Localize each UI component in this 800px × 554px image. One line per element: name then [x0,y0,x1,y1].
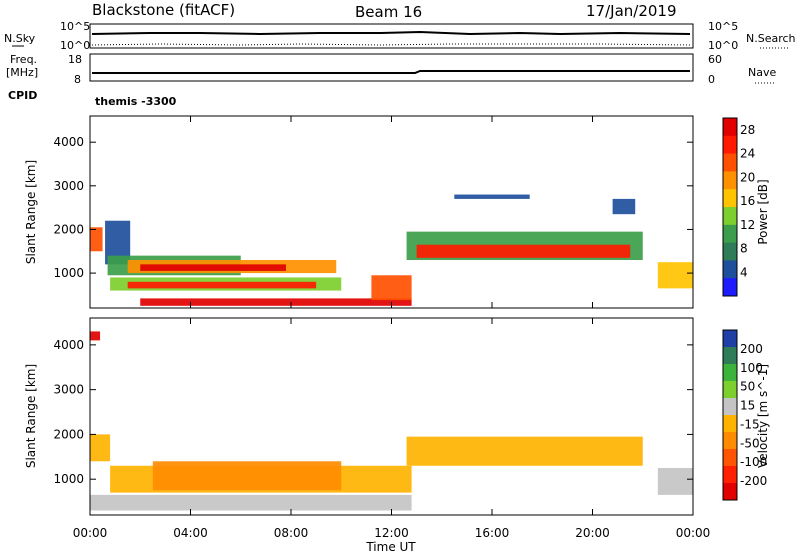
colorbar-swatch [723,364,737,382]
nave-tick-0: 0 [708,73,715,86]
colorbar-swatch [723,260,737,279]
cpid-left-label: CPID [8,89,37,102]
heatmap-cell [127,281,317,289]
x-tick-label: 12:00 [374,526,409,540]
power-ylabel: Slant Range [km] [24,160,38,264]
y-tick-label: 1000 [53,472,84,486]
noise-right-label: N.Search [746,32,796,45]
heatmap-cell [416,244,631,258]
heatmap-cell [657,467,693,495]
colorbar-swatch [723,466,737,484]
x-tick-label: 04:00 [173,526,208,540]
colorbar-tick-label: 8 [740,242,748,256]
colorbar-frame [722,117,738,297]
cpid-value: themis -3300 [95,95,177,108]
colorbar-swatch [723,189,737,208]
freq-panel-frame [89,53,694,82]
colorbar-frame [722,329,738,501]
y-tick-label: 2000 [53,222,84,236]
noise-sky-line [91,30,691,36]
colorbar-tick-label: 100 [740,361,763,375]
heatmap-cell [140,298,412,306]
colorbar-tick-label: 4 [740,265,748,279]
beam-title: Beam 16 [355,3,422,21]
colorbar-tick-label: 15 [740,399,755,413]
colorbar-swatch [723,278,737,297]
freq-tick-8: 8 [74,73,81,86]
heatmap-cell [657,262,693,289]
colorbar-swatch [723,432,737,450]
power-colorbar-label: Power [dB] [756,179,770,244]
noise-tick-top-right: 10^5 [708,20,738,33]
colorbar-swatch [723,398,737,416]
heatmap-cell [406,436,643,466]
colorbar-swatch [723,330,737,348]
x-tick-label: 16:00 [475,526,510,540]
nave-tick-60: 60 [708,53,722,66]
freq-line [92,70,690,74]
heatmap-cell [90,434,111,462]
date-title: 17/Jan/2019 [586,2,677,20]
station-title: Blackstone (fitACF) [92,1,235,19]
colorbar-tick-label: 20 [740,170,755,184]
x-tick-label: 08:00 [274,526,309,540]
colorbar-swatch [723,207,737,226]
colorbar-swatch [723,171,737,190]
power-heatmap [90,194,693,306]
x-tick-label: 00:00 [676,526,711,540]
colorbar-swatch [723,118,737,137]
noise-left-label: N.Sky [4,32,36,45]
noise-panel-frame [89,23,694,49]
colorbar-tick-label: 28 [740,123,755,137]
y-tick-label: 3000 [53,383,84,397]
y-tick-label: 3000 [53,179,84,193]
velocity-ylabel: Slant Range [km] [24,364,38,468]
heatmap-cell [90,331,101,341]
noise-search-line [91,43,691,46]
colorbar-tick-label: 12 [740,218,755,232]
colorbar-swatch [723,415,737,433]
colorbar-tick-label: 50 [740,380,755,394]
heatmap-cell [371,275,412,301]
noise-tick-bottom-right: 10^0 [708,39,738,52]
colorbar-tick-label: -50 [740,436,760,450]
heatmap-cell [454,194,530,199]
colorbar-swatch [723,381,737,399]
x-tick-label: 00:00 [73,526,108,540]
time-xlabel: Time UT [365,540,416,554]
velocity-heatmap [90,331,693,511]
colorbar-swatch [723,242,737,261]
freq-left-label-2: [MHz] [6,66,38,79]
y-tick-label: 4000 [53,135,84,149]
colorbar-tick-label: 16 [740,194,755,208]
noise-tick-top-left: 10^5 [60,20,90,33]
colorbar-tick-label: -15 [740,417,760,431]
heatmap-cell [90,494,412,511]
colorbar-tick-label: 200 [740,342,763,356]
colorbar-swatch [723,483,737,501]
heatmap-cell [612,198,636,215]
heatmap-cell [140,264,286,271]
y-tick-label: 2000 [53,427,84,441]
colorbar-swatch [723,347,737,365]
colorbar-tick-label: 24 [740,147,755,161]
x-tick-label: 20:00 [575,526,610,540]
velocity-colorbar-label: Velocity [m s^-1] [756,364,770,468]
y-tick-label: 1000 [53,266,84,280]
heatmap-cell [152,461,342,491]
colorbar-swatch [723,135,737,155]
noise-tick-bottom-left: 10^0 [60,39,90,52]
colorbar-swatch [723,449,737,467]
colorbar-tick-label: -200 [740,474,767,488]
colorbar-tick-label: -100 [740,455,767,469]
nave-right-label: Nave [748,66,776,79]
heatmap-cell [90,227,103,252]
colorbar-swatch [723,224,737,244]
colorbar-swatch [723,153,737,172]
y-tick-label: 4000 [53,338,84,352]
freq-left-label-1: Freq. [10,53,37,66]
freq-tick-18: 18 [68,53,82,66]
